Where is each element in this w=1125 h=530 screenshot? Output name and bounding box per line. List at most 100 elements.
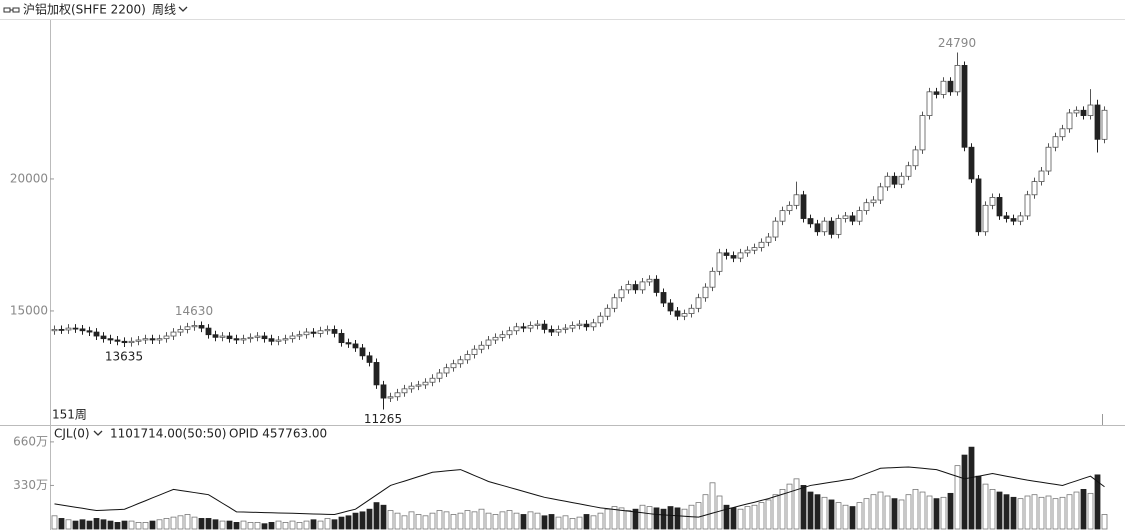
volume-bar (877, 491, 884, 530)
volume-bar (212, 519, 219, 530)
candle-body (919, 115, 926, 151)
candle-body (240, 338, 247, 341)
volume-bar (884, 495, 891, 530)
candle-body (968, 146, 975, 180)
candle-body (422, 381, 429, 386)
volume-bar (254, 522, 261, 530)
volume-bar (401, 515, 408, 530)
volume-bar (387, 510, 394, 530)
candle-body (667, 302, 674, 312)
volume-bar (681, 508, 688, 530)
candle-body (625, 284, 632, 291)
candle-body (996, 197, 1003, 217)
candle-body (415, 384, 422, 387)
volume-bar (1024, 495, 1031, 530)
candle-body (898, 175, 905, 185)
volume-bar (58, 518, 65, 530)
candle-body (709, 270, 716, 288)
candle-body (807, 218, 814, 225)
volume-bar (737, 508, 744, 530)
volume-bar (135, 522, 142, 530)
period-selector[interactable]: 周线 (152, 3, 176, 17)
candle-body (870, 199, 877, 204)
candle-body (646, 278, 653, 283)
candle-body (737, 252, 744, 259)
candle-body (688, 307, 695, 314)
candle-body (576, 323, 583, 326)
volume-bar (464, 510, 471, 530)
candle-body (128, 340, 135, 344)
opid-line (54, 466, 1105, 518)
volume-bar (359, 511, 366, 530)
volume-bar (121, 520, 128, 530)
extreme-label: 14630 (175, 304, 213, 318)
candle-body (457, 359, 464, 365)
candle-body (408, 385, 415, 390)
volume-bar (282, 522, 289, 530)
candle-body (618, 289, 625, 299)
volume-bar (394, 512, 401, 530)
volume-bar (1017, 498, 1024, 530)
candle-body (814, 223, 821, 233)
volume-bar (814, 494, 821, 530)
candle-body (289, 335, 296, 340)
volume-bar (205, 518, 212, 530)
candle-body (947, 80, 954, 93)
volume-bar (1045, 495, 1052, 530)
candle-body (170, 331, 177, 337)
candle-body (191, 325, 198, 328)
candle-body (1066, 112, 1073, 130)
volume-bar (821, 496, 828, 530)
volume-bar (1080, 488, 1087, 530)
volume-bar (471, 511, 478, 530)
candle-body (786, 204, 793, 212)
volume-bar (324, 518, 331, 530)
volume-bar (219, 520, 226, 530)
candle-body (835, 218, 842, 235)
candle-body (933, 91, 940, 95)
volume-bar (436, 510, 443, 530)
volume-bar (849, 506, 856, 530)
volume-bar (142, 522, 149, 530)
candle-body (1059, 128, 1066, 138)
volume-bar (226, 520, 233, 530)
candle-body (464, 354, 471, 361)
candle-body (1045, 146, 1052, 172)
volume-bar (807, 491, 814, 530)
bar-count: 151周 (52, 408, 87, 422)
volume-bar (443, 511, 450, 530)
candle-body (51, 329, 58, 332)
extreme-label: 24790 (938, 36, 976, 50)
volume-bar (1038, 496, 1045, 530)
candle-body (93, 331, 100, 337)
candle-body (380, 384, 387, 399)
volume-bar (1010, 496, 1017, 530)
candle-body (303, 331, 310, 336)
candle-body (247, 336, 254, 340)
period-chevron[interactable] (178, 6, 188, 12)
volume-bar (240, 520, 247, 530)
candle-body (730, 255, 737, 259)
volume-bar (289, 520, 296, 530)
volume-bar (352, 512, 359, 530)
volume-bar (919, 491, 926, 530)
volume-bar (660, 508, 667, 530)
volume-bar (408, 511, 415, 530)
indicator-name[interactable]: CJL(0) (54, 427, 90, 441)
candle-body (632, 284, 639, 291)
volume-bar (912, 488, 919, 530)
candle-body (261, 335, 268, 340)
instrument-title[interactable]: 沪铝加权(SHFE 2200) (23, 2, 146, 17)
candle-body (219, 335, 226, 338)
candle-body (751, 247, 758, 251)
candle-body (1052, 136, 1059, 148)
volume-bar (1094, 474, 1101, 530)
indicator-chevron[interactable] (93, 430, 103, 436)
volume-bar (695, 502, 702, 530)
volume-readout: 1101714.00(50:50) (110, 427, 226, 441)
candle-body (387, 396, 394, 399)
candle-body (821, 220, 828, 233)
volume-bar (128, 520, 135, 530)
candle-body (65, 327, 72, 331)
volume-bar (198, 518, 205, 530)
